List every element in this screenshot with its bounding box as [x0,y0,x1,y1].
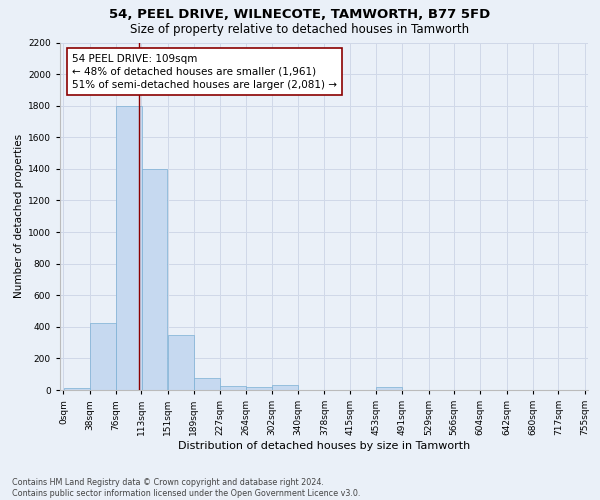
Text: Contains HM Land Registry data © Crown copyright and database right 2024.
Contai: Contains HM Land Registry data © Crown c… [12,478,361,498]
Bar [376,387,402,390]
Bar [194,378,220,390]
Bar [272,386,298,390]
Bar [168,334,194,390]
Text: 54, PEEL DRIVE, WILNECOTE, TAMWORTH, B77 5FD: 54, PEEL DRIVE, WILNECOTE, TAMWORTH, B77… [109,8,491,20]
Y-axis label: Number of detached properties: Number of detached properties [14,134,24,298]
Bar [116,106,142,390]
Bar [64,388,89,390]
Text: Size of property relative to detached houses in Tamworth: Size of property relative to detached ho… [130,22,470,36]
Bar [90,323,116,390]
Bar [220,386,246,390]
Bar [142,169,167,390]
Text: 54 PEEL DRIVE: 109sqm
← 48% of detached houses are smaller (1,961)
51% of semi-d: 54 PEEL DRIVE: 109sqm ← 48% of detached … [72,54,337,90]
X-axis label: Distribution of detached houses by size in Tamworth: Distribution of detached houses by size … [178,441,470,451]
Bar [246,387,272,390]
